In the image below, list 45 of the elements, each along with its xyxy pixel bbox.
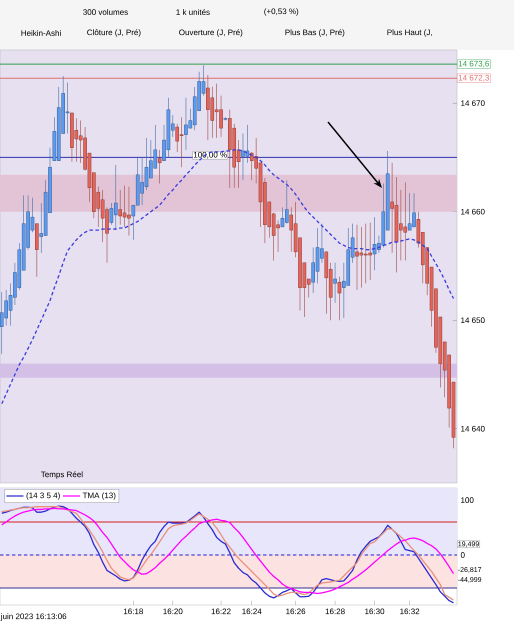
text: juin 2023 16:13:06 (0, 613, 66, 621)
x-tick-label: 16:24 (242, 608, 262, 614)
text: Clôture (J, Pré) (87, 29, 141, 37)
candlestick (364, 223, 368, 284)
text: (+0,53 %) (264, 8, 298, 16)
text: Plus Bas (J, Pré) (285, 29, 344, 37)
candlestick (206, 74, 210, 140)
text: Heikin-Ashi (21, 30, 61, 36)
legend-label: TMA (13) (82, 492, 116, 500)
candlestick (210, 86, 214, 138)
candlestick (219, 95, 223, 138)
x-tick-label: 16:18 (124, 608, 143, 614)
candlestick (175, 123, 180, 152)
annotation: Temps Réel (40, 471, 82, 479)
y-tick-label: 14 670 (461, 100, 485, 106)
y-tick-label: 14 660 (461, 208, 485, 215)
ref-line-label: 14 673,6 (458, 60, 489, 68)
y-tick-label: 100 (461, 497, 474, 503)
candlestick (280, 207, 284, 228)
candlestick (368, 222, 372, 280)
x-tick-label: 16:22 (212, 608, 231, 614)
candlestick (158, 150, 162, 184)
x-tick-label: 16:28 (326, 608, 345, 614)
legend-label: (14 3 5 4) (26, 492, 60, 500)
candlestick (114, 164, 118, 230)
candlestick (338, 276, 342, 321)
ref-line-label: 14 672,3 (458, 74, 489, 82)
candlestick (289, 207, 294, 252)
y-tick-label: 14 650 (461, 317, 485, 324)
x-tick-label: 16:26 (286, 608, 306, 614)
candlestick (403, 182, 408, 261)
text: Plus Haut (J, (387, 29, 432, 37)
text: 300 volumes (83, 9, 128, 15)
candlestick (0, 292, 4, 354)
x-tick-label: 16:32 (400, 608, 420, 614)
candlestick (180, 116, 184, 168)
candlestick (66, 82, 70, 134)
y-tick-label: 0 (460, 552, 465, 558)
y-tick-label: 14 640 (461, 426, 485, 432)
candlestick (333, 262, 337, 304)
text: Ouverture (J, Pré) (179, 29, 242, 37)
text: 1 k unités (176, 9, 210, 15)
candlestick (110, 202, 114, 226)
x-tick-label: 16:30 (365, 608, 384, 614)
x-tick-label: 16:20 (163, 608, 182, 614)
